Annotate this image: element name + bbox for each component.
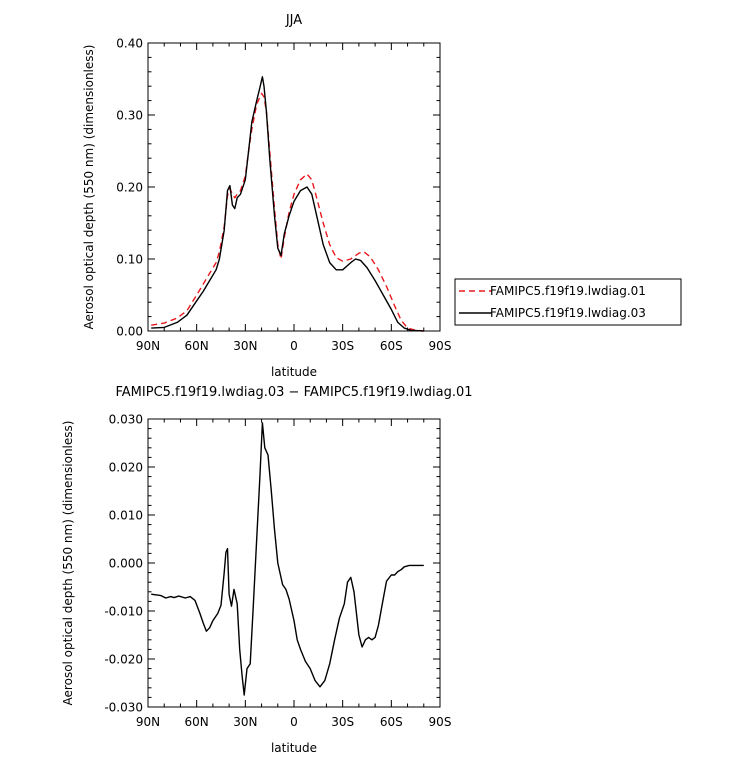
bottom-x-tick-label: 60S (380, 715, 403, 729)
bottom-x-tick-label: 30N (233, 715, 257, 729)
bottom-y-tick-label: -0.030 (104, 701, 143, 715)
bottom-y-tick-label: -0.020 (104, 653, 143, 667)
bottom-y-axis-label: Aerosol optical depth (550 nm) (dimensio… (61, 421, 75, 706)
top-y-tick-label: 0.40 (116, 37, 143, 51)
top-panel: JJA 90N 60N 30N 0 30S 60S 90S 0.00 0.10 0.20 0.30 0… (82, 13, 682, 379)
top-y-tick-label: 0.20 (116, 181, 143, 195)
top-y-tick-label: 0.10 (116, 253, 143, 267)
top-axis-ticks: 90N 60N 30N 0 30S 60S 90S 0.00 0.10 0.20 0.30 0.40 (116, 37, 451, 354)
top-series-group (151, 76, 424, 332)
top-series-line-2 (151, 76, 424, 332)
bottom-y-tick-label: 0.010 (109, 509, 143, 523)
top-plot-frame (147, 42, 441, 332)
top-x-tick-label: 90S (429, 339, 452, 353)
bottom-y-tick-label: 0.000 (109, 557, 143, 571)
top-x-tick-label: 60S (380, 339, 403, 353)
bottom-panel: FAMIPC5.f19f19.lwdiag.03 − FAMIPC5.f19f1… (61, 385, 473, 755)
bottom-x-axis-label: latitude (271, 741, 317, 755)
top-x-tick-label: 30S (331, 339, 354, 353)
bottom-x-tick-label: 60N (185, 715, 209, 729)
legend: FAMIPC5.f19f19.lwdiag.01 FAMIPC5.f19f19.… (454, 278, 682, 326)
top-x-tick-label: 90N (136, 339, 160, 353)
top-y-tick-label: 0.30 (116, 109, 143, 123)
legend-box (454, 278, 682, 326)
legend-label-series-2: FAMIPC5.f19f19.lwdiag.03 (490, 306, 646, 320)
bottom-chart-title: FAMIPC5.f19f19.lwdiag.03 − FAMIPC5.f19f1… (116, 385, 473, 400)
bottom-y-tick-label: -0.010 (104, 605, 143, 619)
bottom-plot-frame (147, 418, 441, 708)
bottom-x-tick-label: 90N (136, 715, 160, 729)
legend-label-series-1: FAMIPC5.f19f19.lwdiag.01 (490, 284, 646, 298)
bottom-y-tick-label: 0.020 (109, 461, 143, 475)
bottom-x-tick-label: 90S (429, 715, 452, 729)
top-x-tick-label: 60N (185, 339, 209, 353)
bottom-axis-ticks: 90N 60N 30N 0 30S 60S 90S -0.030 -0.020 -0.010 0.0… (104, 413, 451, 730)
top-x-axis-label: latitude (271, 365, 317, 379)
top-x-tick-label: 0 (290, 339, 298, 353)
bottom-y-tick-label: 0.030 (109, 413, 143, 427)
top-y-tick-label: 0.00 (116, 325, 143, 339)
top-x-tick-label: 30N (233, 339, 257, 353)
bottom-series-line-1 (151, 422, 424, 696)
top-chart-title: JJA (285, 13, 302, 28)
top-y-axis-label: Aerosol optical depth (550 nm) (dimensio… (82, 45, 96, 330)
bottom-x-tick-label: 30S (331, 715, 354, 729)
bottom-series-group (151, 422, 424, 696)
bottom-x-tick-label: 0 (290, 715, 298, 729)
